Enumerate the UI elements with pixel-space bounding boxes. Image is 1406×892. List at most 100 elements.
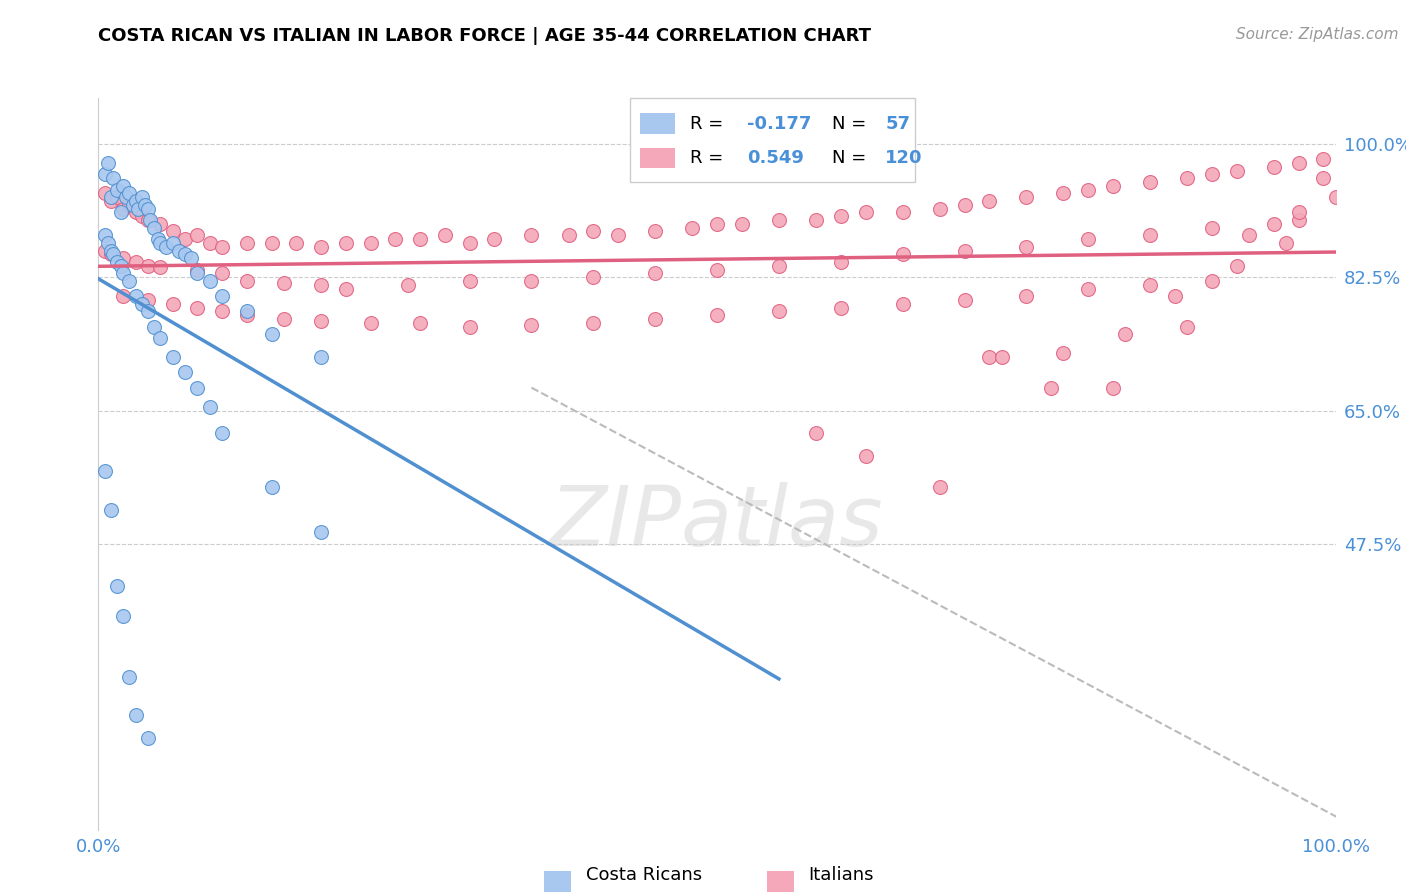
- Point: [124, 289, 146, 303]
- Point: [644, 266, 666, 280]
- Point: [124, 255, 146, 269]
- Point: [118, 274, 141, 288]
- Point: [260, 235, 283, 250]
- Point: [1164, 289, 1187, 303]
- Point: [155, 240, 177, 254]
- Point: [1077, 183, 1099, 197]
- Point: [97, 156, 120, 170]
- Point: [162, 350, 184, 364]
- Text: -0.177: -0.177: [747, 115, 811, 133]
- Point: [1052, 186, 1074, 201]
- Point: [93, 465, 115, 479]
- Point: [211, 240, 233, 254]
- Point: [167, 244, 190, 258]
- Point: [433, 228, 456, 243]
- Point: [1288, 156, 1310, 170]
- Point: [928, 202, 950, 216]
- Point: [1139, 228, 1161, 243]
- Point: [112, 266, 135, 280]
- Point: [768, 259, 790, 273]
- Point: [768, 213, 790, 227]
- Point: [103, 171, 125, 186]
- Point: [1324, 190, 1347, 204]
- Point: [105, 183, 128, 197]
- Point: [131, 209, 153, 223]
- Point: [1288, 205, 1310, 219]
- Point: [1015, 190, 1038, 204]
- Point: [1263, 160, 1285, 174]
- Point: [136, 213, 159, 227]
- Text: 120: 120: [886, 149, 922, 167]
- Point: [309, 525, 332, 540]
- Point: [186, 381, 208, 395]
- Point: [830, 301, 852, 315]
- Point: [520, 274, 543, 288]
- Text: Italians: Italians: [808, 866, 875, 884]
- Point: [236, 308, 259, 322]
- Point: [162, 297, 184, 311]
- Point: [260, 327, 283, 342]
- Point: [93, 244, 115, 258]
- Point: [979, 194, 1001, 208]
- Point: [236, 304, 259, 318]
- Point: [100, 502, 122, 516]
- Point: [186, 301, 208, 315]
- Point: [131, 297, 153, 311]
- Point: [162, 224, 184, 238]
- Point: [118, 198, 141, 212]
- Point: [211, 426, 233, 441]
- Point: [1263, 217, 1285, 231]
- Point: [93, 167, 115, 181]
- Point: [804, 213, 827, 227]
- Point: [105, 579, 128, 593]
- Text: 57: 57: [886, 115, 910, 133]
- Point: [360, 316, 382, 330]
- Point: [1312, 152, 1334, 166]
- Point: [124, 205, 146, 219]
- Text: ZIPatlas: ZIPatlas: [550, 482, 884, 563]
- Point: [139, 213, 162, 227]
- Point: [309, 277, 332, 292]
- Point: [891, 247, 914, 261]
- Point: [309, 350, 332, 364]
- Point: [830, 209, 852, 223]
- Point: [198, 274, 221, 288]
- Point: [953, 293, 976, 307]
- Point: [1201, 274, 1223, 288]
- Point: [136, 202, 159, 216]
- Point: [1226, 259, 1249, 273]
- Point: [110, 259, 132, 273]
- Bar: [640, 148, 675, 169]
- Point: [1312, 171, 1334, 186]
- Point: [136, 259, 159, 273]
- Point: [198, 400, 221, 414]
- Point: [134, 198, 156, 212]
- Point: [953, 244, 976, 258]
- Text: R =: R =: [690, 149, 728, 167]
- Point: [112, 289, 135, 303]
- Point: [1175, 319, 1198, 334]
- Point: [112, 251, 135, 265]
- Point: [174, 366, 197, 380]
- Point: [1052, 346, 1074, 360]
- Point: [103, 247, 125, 261]
- Point: [384, 232, 406, 246]
- Point: [396, 277, 419, 292]
- Point: [1226, 163, 1249, 178]
- Text: Source: ZipAtlas.com: Source: ZipAtlas.com: [1236, 27, 1399, 42]
- Point: [146, 232, 169, 246]
- Point: [1015, 240, 1038, 254]
- Point: [1201, 167, 1223, 181]
- Bar: [640, 113, 675, 134]
- Point: [122, 198, 145, 212]
- Point: [582, 270, 605, 285]
- Point: [681, 220, 703, 235]
- Point: [211, 266, 233, 280]
- Point: [93, 228, 115, 243]
- Point: [768, 304, 790, 318]
- Point: [706, 308, 728, 322]
- Point: [830, 255, 852, 269]
- Point: [174, 232, 197, 246]
- Point: [260, 480, 283, 494]
- Point: [198, 235, 221, 250]
